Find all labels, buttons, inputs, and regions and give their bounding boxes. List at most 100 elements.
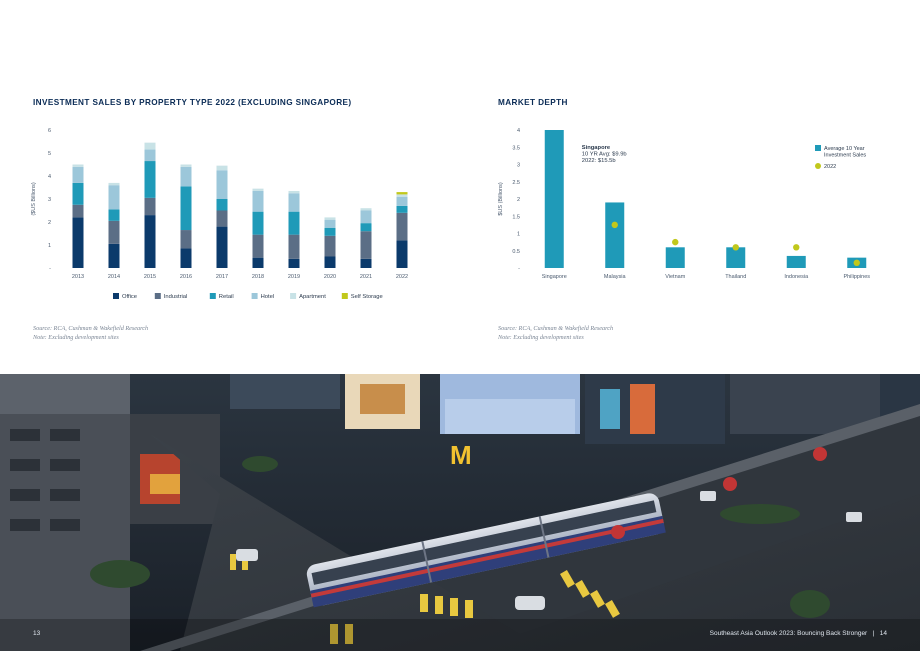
bar-segment-industrial <box>324 235 336 257</box>
bar-segment-apartment <box>288 190 300 194</box>
legend-label: Retail <box>219 294 234 300</box>
bar-segment-industrial <box>72 204 84 218</box>
left-x-tick-label: 2022 <box>396 274 408 280</box>
bar-segment-office <box>360 258 372 268</box>
bar-segment-apartment <box>108 182 120 186</box>
legend-label: Industrial <box>164 294 188 300</box>
legend-label-average-line2: Investment Sales <box>824 153 866 159</box>
right-y-axis-label: $US (Billions) <box>498 182 504 215</box>
legend-swatch-retail <box>209 293 216 299</box>
page-number-left: 13 <box>33 630 41 637</box>
bar-segment-retail <box>216 199 228 211</box>
bar-segment-hotel <box>108 185 120 210</box>
legend-label-average-line1: Average 10 Year <box>824 146 865 152</box>
footer-separator: | <box>872 630 875 637</box>
market-depth-bar <box>605 202 625 268</box>
legend-swatch-average <box>815 145 821 151</box>
bar-segment-hotel <box>144 149 156 162</box>
left-y-tick-label: 2 <box>48 220 51 226</box>
singapore-annotation-line: Singapore <box>582 145 611 151</box>
left-source: Source: RCA, Cushman & Wakefield Researc… <box>33 325 149 332</box>
bar-segment-office <box>252 257 264 268</box>
bar-segment-hotel <box>288 193 300 212</box>
bar-segment-hotel <box>216 170 228 199</box>
bar-segment-office <box>324 256 336 268</box>
right-chart-title: MARKET DEPTH <box>498 98 568 107</box>
bar-segment-office <box>396 240 408 268</box>
left-y-tick-label: 1 <box>48 243 51 249</box>
legend-swatch-hotel <box>251 293 258 299</box>
m-sign: M <box>450 440 472 470</box>
legend-swatch-office <box>113 293 119 299</box>
singapore-annotation-line: 10 YR Avg: $9.9b <box>582 152 627 158</box>
bar-segment-industrial <box>288 234 300 259</box>
legend-swatch-2022 <box>815 163 821 169</box>
bar-segment-retail <box>288 211 300 235</box>
right-y-tick-label: 1.5 <box>512 214 520 220</box>
bar-segment-industrial <box>360 231 372 259</box>
bar-segment-apartment <box>360 208 372 211</box>
bar-segment-office <box>108 243 120 268</box>
bar-segment-industrial <box>180 230 192 249</box>
market-depth-bar <box>665 247 685 268</box>
bar-segment-self-storage <box>396 192 408 195</box>
legend-swatch-apartment <box>290 293 297 299</box>
page-number-right-group: Southeast Asia Outlook 2023: Bouncing Ba… <box>710 630 887 637</box>
bar-segment-hotel <box>396 196 408 206</box>
bar-segment-apartment <box>180 164 192 167</box>
right-y-tick-label: 2.5 <box>512 180 520 186</box>
bar-segment-industrial <box>216 210 228 227</box>
market-depth-bar <box>544 130 564 268</box>
market-depth-2022-dot <box>793 244 800 251</box>
right-x-tick-label: Indonesia <box>784 274 809 280</box>
singapore-annotation-line: 2022: $15.5b <box>582 158 616 164</box>
bar-segment-hotel <box>180 166 192 187</box>
right-y-tick-label: 4 <box>517 128 520 134</box>
left-x-tick-label: 2013 <box>72 274 84 280</box>
right-y-tick-label: - <box>518 266 520 272</box>
page-number-right: 14 <box>879 630 887 637</box>
left-x-tick-label: 2021 <box>360 274 372 280</box>
bar-segment-hotel <box>324 219 336 228</box>
left-y-tick-label: 6 <box>48 128 51 134</box>
right-y-tick-label: 0.5 <box>512 249 520 255</box>
investment-sales-chart: ($US Billions) - 1 2 3 4 5 6 2013 2014 2015 2016 201… <box>31 128 408 300</box>
left-x-tick-label: 2019 <box>288 274 300 280</box>
right-x-tick-label: Philippines <box>843 274 870 280</box>
legend-label: Apartment <box>299 294 326 300</box>
bar-segment-retail <box>396 205 408 213</box>
market-depth-2022-dot <box>853 259 860 267</box>
left-x-tick-label: 2020 <box>324 274 336 280</box>
market-depth-2022-dot <box>611 221 618 229</box>
market-depth-2022-dot <box>672 238 679 246</box>
left-source-note: Source: RCA, Cushman & Wakefield Researc… <box>33 325 148 342</box>
bar-segment-apartment <box>72 164 84 167</box>
bar-segment-office <box>180 248 192 268</box>
right-x-tick-label: Vietnam <box>665 274 685 280</box>
market-depth-chart: $US (Billions) - 0.5 1 1.5 2 2.5 3 3.5 4 Singapore… <box>498 128 870 280</box>
left-note: Note: Excluding development sites <box>33 333 119 341</box>
bar-segment-office <box>288 258 300 268</box>
bar-segment-retail <box>324 227 336 236</box>
bar-segment-hotel <box>72 166 84 183</box>
market-depth-2022-dot <box>732 244 739 251</box>
right-y-tick-label: 1 <box>517 232 520 238</box>
legend-label: Hotel <box>261 294 275 300</box>
right-y-tick-label: 2 <box>517 197 520 203</box>
bar-segment-retail <box>108 209 120 221</box>
bar-segment-apartment <box>252 188 264 191</box>
bar-segment-industrial <box>108 220 120 244</box>
legend-label: Office <box>122 294 137 300</box>
city-photo-illustration: M <box>0 374 920 651</box>
right-x-tick-label: Singapore <box>542 274 567 280</box>
report-title: Southeast Asia Outlook 2023: Bouncing Ba… <box>709 630 868 637</box>
bar-segment-office <box>72 217 84 268</box>
bar-segment-industrial <box>252 234 264 258</box>
legend-swatch-self-storage <box>341 293 348 299</box>
city-photo: M <box>0 374 920 651</box>
bar-segment-industrial <box>396 212 408 241</box>
bar-segment-office <box>216 226 228 268</box>
left-y-axis-label: ($US Billions) <box>31 182 37 215</box>
bar-segment-hotel <box>360 210 372 224</box>
left-x-tick-label: 2016 <box>180 274 192 280</box>
